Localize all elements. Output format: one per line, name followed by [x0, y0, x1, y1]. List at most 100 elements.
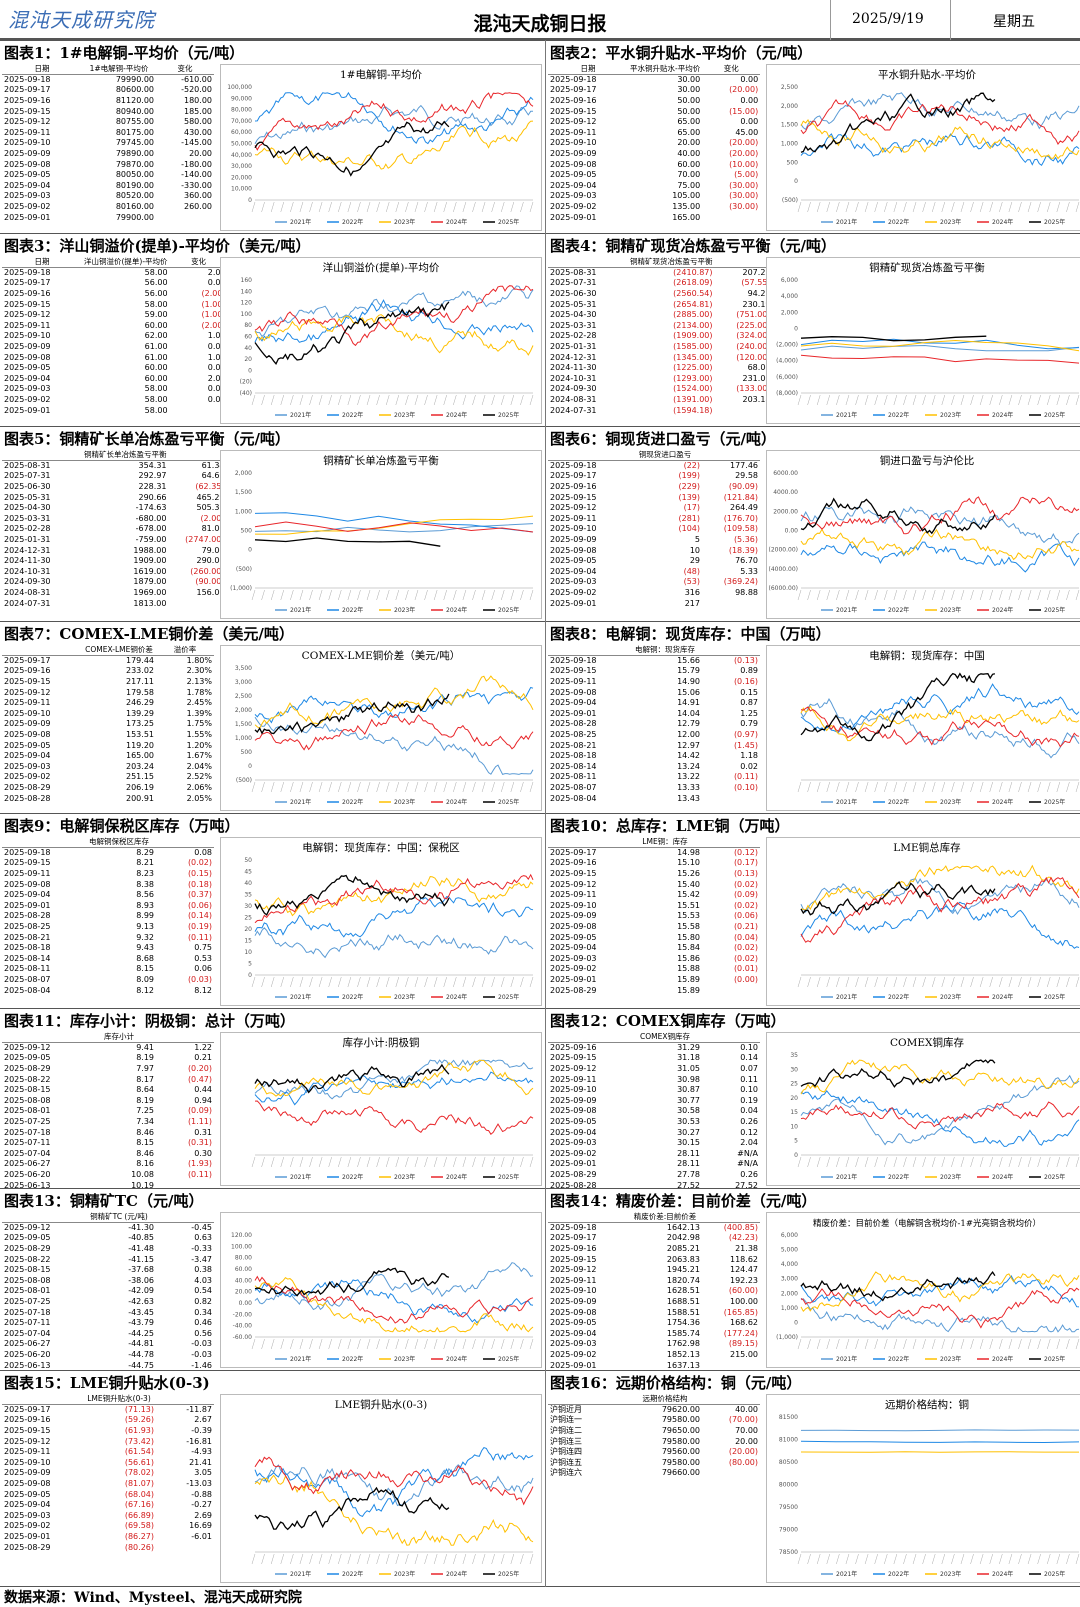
row-change: 81.00 — [201, 524, 225, 534]
row-change: 0.00 — [207, 342, 226, 352]
x-tick — [826, 976, 830, 988]
table-row: 2024-12-31 (1345.00) (120.00) — [548, 352, 773, 363]
chart-panel: 图表9：电解铜保税区库存（万吨） 电解铜保税区库存 2025-09-18 8.29 0.… — [0, 815, 546, 1010]
table-row: 2025-09-15 15.26 (0.13) — [548, 869, 760, 880]
x-tick — [836, 394, 840, 406]
x-tick — [893, 781, 898, 793]
row-change: 185.00 — [184, 106, 212, 116]
legend-label: 2023年 — [940, 993, 961, 1001]
row-date: 2025-09-15 — [550, 106, 597, 116]
x-tick — [855, 1156, 859, 1168]
x-tick — [874, 1338, 878, 1350]
table-row: 2025-09-03 (53) (369.24) — [548, 577, 760, 588]
series-line — [800, 118, 1080, 160]
x-tick — [414, 1553, 419, 1565]
column-header: 变化 — [156, 64, 214, 76]
x-tick — [261, 781, 265, 793]
x-tick — [280, 781, 284, 793]
x-tick — [261, 1338, 265, 1350]
x-tick — [979, 1156, 984, 1168]
row-value: 9.13 — [136, 922, 154, 932]
table-row: 2025-09-17 80600.00 -520.00 — [2, 85, 214, 96]
x-tick — [816, 1553, 821, 1565]
row-value: 31.05 — [677, 1064, 700, 1074]
x-tick — [893, 589, 898, 601]
row-date: 2025-09-01 — [550, 1159, 597, 1169]
chart-title: 洋山铜溢价(提单)-平均价 — [323, 261, 440, 274]
row-divider — [0, 1188, 1080, 1189]
row-value: 80160.00 — [115, 202, 154, 212]
row-date: 2025-09-15 — [4, 299, 51, 309]
x-tick — [261, 201, 265, 213]
x-tick — [1066, 201, 1070, 213]
row-date: 2025-09-11 — [4, 869, 51, 879]
row-value: (81.07) — [124, 1479, 154, 1489]
row-date: 2025-09-02 — [550, 588, 597, 598]
table-row: 2025-09-08 1588.51 (165.85) — [548, 1307, 760, 1318]
y-tick-label: 80000 — [779, 1482, 798, 1489]
x-tick — [433, 201, 438, 213]
row-change: (0.37) — [187, 890, 212, 900]
x-tick — [520, 1156, 524, 1168]
row-change: (20.00) — [729, 149, 759, 159]
row-change: 0.53 — [194, 953, 212, 963]
x-tick — [251, 394, 256, 406]
row-date: 2025-09-18 — [550, 1223, 597, 1233]
table-row: 2025-05-31 (2654.81) 230.19 — [548, 299, 773, 310]
row-change: (1.11) — [187, 1117, 212, 1127]
row-date: 2025-09-16 — [550, 858, 597, 868]
x-tick — [931, 781, 936, 793]
row-change: (0.06) — [187, 900, 212, 910]
row-change: 0.00 — [207, 278, 226, 288]
row-change: 0.31 — [194, 1127, 212, 1137]
row-change: 0.30 — [194, 1148, 212, 1158]
table-row: 2025-09-16 56.00 (2.00) — [2, 289, 228, 300]
table-row: 2024-10-31 (1293.00) 231.00 — [548, 374, 773, 385]
x-tick — [874, 1553, 878, 1565]
row-date: 2025-09-09 — [4, 149, 51, 159]
table-row: 2025-09-16 233.02 2.30% — [2, 666, 214, 677]
row-change: 0.08 — [194, 848, 212, 858]
row-value: 15.26 — [677, 869, 700, 879]
row-date: 2025-08-22 — [4, 1074, 51, 1084]
x-tick — [836, 589, 840, 601]
row-value: 27.52 — [677, 1180, 700, 1190]
x-tick — [951, 976, 955, 988]
row-value: 139.29 — [126, 708, 154, 718]
legend-label: 2022年 — [888, 1173, 909, 1181]
table-header-row: 远期价格结构 — [548, 1394, 760, 1406]
table-row: 2025-08-29 (80.26) — [2, 1542, 214, 1553]
row-date: 2025-09-12 — [550, 1265, 597, 1275]
row-change: (0.31) — [187, 1138, 212, 1148]
table-row: 2025-04-30 (2885.00) (751.00) — [548, 310, 773, 321]
row-change: (57.55) — [741, 278, 771, 288]
row-value: 8.09 — [136, 975, 154, 985]
row-change: 21.38 — [735, 1244, 758, 1254]
legend-label: 2021年 — [290, 993, 311, 1001]
y-tick-label: 0 — [794, 325, 798, 332]
x-tick — [855, 589, 859, 601]
row-date: 2025-09-05 — [550, 556, 597, 566]
x-tick — [261, 1553, 265, 1565]
row-value: 354.31 — [138, 461, 167, 471]
y-tick-label: 20 — [244, 356, 252, 363]
table-row: 2025-09-18 79990.00 -610.00 — [2, 75, 214, 86]
x-tick — [395, 1156, 400, 1168]
column-header: 变化 — [169, 257, 228, 269]
row-change: 1.25 — [740, 708, 758, 718]
row-change — [156, 212, 214, 223]
legend-label: 2021年 — [290, 606, 311, 614]
row-change: 0.14 — [740, 1053, 758, 1063]
row-change: 1.75% — [186, 719, 212, 729]
row-change: 580.00 — [184, 117, 212, 127]
row-change: 180.00 — [184, 96, 212, 106]
table-row: 2025-09-09 1688.51 100.00 — [548, 1297, 760, 1308]
chart-title: 电解铜：现货库存：中国：保税区 — [302, 841, 460, 854]
row-value: (48) — [683, 566, 700, 576]
x-tick — [270, 1553, 275, 1565]
x-tick — [347, 976, 352, 988]
x-tick — [462, 1338, 467, 1350]
row-date: 2025-05-31 — [550, 299, 597, 309]
row-value: 31.29 — [677, 1043, 700, 1053]
legend-label: 2023年 — [394, 1355, 415, 1363]
